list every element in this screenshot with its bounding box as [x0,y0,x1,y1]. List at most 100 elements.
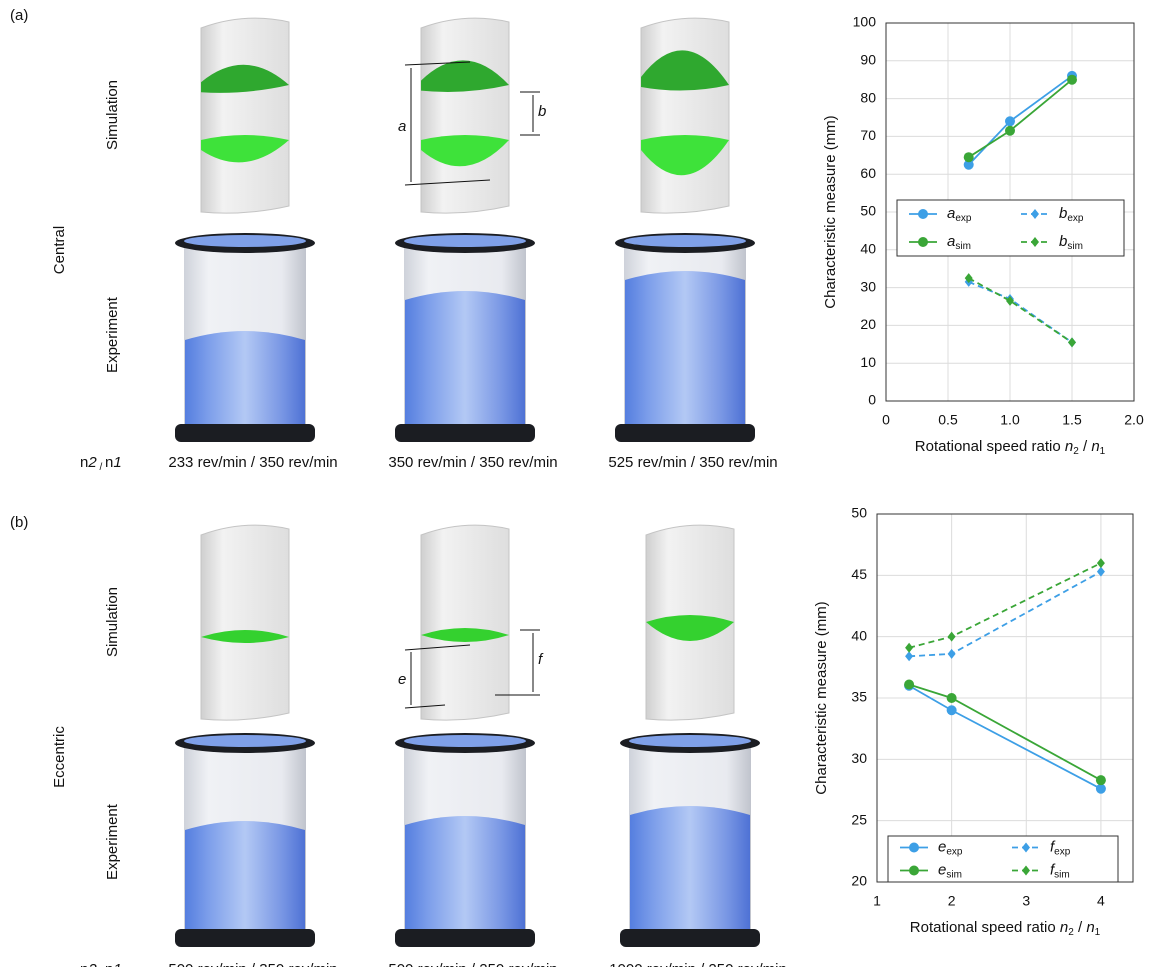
series-line [909,685,1101,781]
y-tick-label: 20 [860,316,876,332]
marker [948,649,956,659]
condition-label: 233 rev/min / 350 rev/min [168,454,337,471]
label-part: 1 [1095,927,1101,938]
label-part: / [97,462,105,473]
x-axis-label: Rotational speed ratio n2 / n1 [910,919,1101,938]
y-tick-label: 70 [860,127,876,143]
label-part: n [80,961,88,967]
y-axis-label: Characteristic measure (mm) [822,115,839,308]
dimension-label: a [398,118,406,135]
series-line [909,686,1101,789]
legend-marker [918,237,928,247]
ratio-label: n2 / n1 [80,454,122,473]
sim-cylinder [201,525,289,720]
legend-name: e [938,838,946,855]
label-part: Rotational speed ratio [915,438,1065,455]
marker [947,693,957,703]
dimension-label: e [398,671,406,688]
condition-label: 500 rev/min / 350 rev/min [168,961,337,967]
label-part: 1 [113,454,121,471]
y-tick-label: 30 [851,750,867,766]
liquid [185,331,305,428]
top-rim-inner [404,235,526,247]
x-tick-label: 2.0 [1124,412,1144,428]
top-rim-inner [184,735,306,747]
legend-marker [909,866,919,876]
sim-cylinder [641,18,729,213]
y-tick-label: 0 [868,392,876,408]
legend-name: a [947,205,955,222]
y-tick-label: 45 [851,566,867,582]
series-line [969,76,1072,165]
condition-label: 500 rev/min / 250 rev/min [388,961,557,967]
marker [905,643,913,653]
liquid [405,816,525,933]
legend-box [888,836,1118,882]
marker [905,651,913,661]
legend-box [897,200,1124,256]
legend-subscript: sim [1054,869,1070,880]
mode-label: Eccentric [51,726,68,788]
marker [948,632,956,642]
marker [1005,126,1015,136]
top-rim-inner [629,735,751,747]
panel-label: (a) [10,7,28,24]
legend-marker [909,843,919,853]
bottom-rim [395,424,535,442]
marker [1096,775,1106,785]
y-tick-label: 20 [851,873,867,889]
y-tick-label: 60 [860,165,876,181]
dimension-label: f [538,651,544,668]
condition-label: 350 rev/min / 350 rev/min [388,454,557,471]
label-part: 2 [87,961,97,967]
row-label: Simulation [104,80,121,150]
marker [904,680,914,690]
x-axis-label: Rotational speed ratio n2 / n1 [915,438,1106,457]
label-part: n [1091,438,1099,455]
y-tick-label: 50 [860,203,876,219]
legend-subscript: sim [955,241,971,252]
label-part: n [80,454,88,471]
label-part: 1 [113,961,121,967]
top-rim-inner [184,235,306,247]
legend-subscript: exp [1054,846,1071,857]
bottom-rim [395,929,535,947]
marker [1068,337,1076,347]
x-tick-label: 0.5 [938,412,958,428]
label-part: n [1065,438,1073,455]
label-part: n [105,961,113,967]
series-line [969,282,1072,342]
mode-label: Central [51,226,68,274]
label-part: n [1060,919,1068,936]
series-line [909,572,1101,657]
marker [1097,558,1105,568]
row-label: Experiment [104,803,121,880]
bottom-rim [175,929,315,947]
legend-subscript: sim [1067,241,1083,252]
x-tick-label: 0 [882,412,890,428]
marker [1005,116,1015,126]
panel-label: (b) [10,514,28,531]
x-tick-label: 2 [948,893,956,909]
dimension-label: b [538,103,546,120]
sim-cylinder [421,18,509,213]
label-part: 1 [1100,446,1106,457]
y-tick-label: 10 [860,354,876,370]
y-tick-label: 30 [860,278,876,294]
bottom-rim [175,424,315,442]
label-part: / [1074,919,1087,936]
legend-name: e [938,861,946,878]
marker [947,705,957,715]
x-tick-label: 4 [1097,893,1105,909]
chart: 202530354045501234Rotational speed ratio… [813,505,1133,938]
figure: (a)CentralSimulationExperimentn2 / n1233… [0,0,1151,967]
y-tick-label: 25 [851,811,867,827]
x-tick-label: 3 [1022,893,1030,909]
sim-cylinder [421,525,509,720]
liquid [630,806,750,933]
x-tick-label: 1.0 [1000,412,1020,428]
liquid [625,271,745,428]
